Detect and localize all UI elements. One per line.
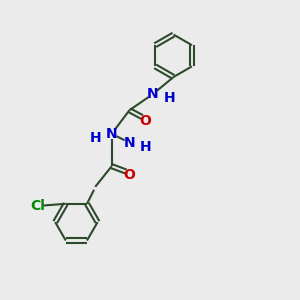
Text: N: N <box>147 87 159 101</box>
Text: Cl: Cl <box>31 199 46 213</box>
Text: N: N <box>106 127 118 141</box>
Text: O: O <box>140 114 152 128</box>
Text: H: H <box>163 92 175 106</box>
Text: H: H <box>90 131 101 145</box>
Text: H: H <box>140 140 152 154</box>
Text: O: O <box>124 168 135 182</box>
Text: N: N <box>124 136 135 150</box>
